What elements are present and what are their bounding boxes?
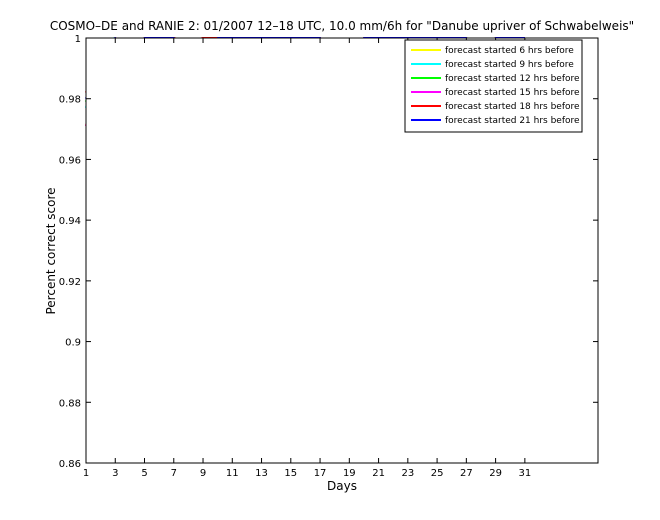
x-tick-label: 1 xyxy=(83,468,89,479)
y-tick-label: 0.96 xyxy=(59,155,81,166)
y-tick-label: 0.98 xyxy=(59,95,81,106)
x-tick-label: 19 xyxy=(343,468,356,479)
legend-label: forecast started 12 hrs before xyxy=(445,74,580,84)
x-tick-label: 9 xyxy=(200,468,206,479)
legend-box xyxy=(404,39,583,133)
x-tick-label: 21 xyxy=(372,468,385,479)
x-axis-label: Days xyxy=(327,479,357,493)
x-tick-label: 3 xyxy=(112,468,118,479)
y-tick-label: 0.88 xyxy=(59,398,81,409)
x-tick-label: 27 xyxy=(460,468,473,479)
x-tick-label: 5 xyxy=(141,468,147,479)
y-tick-label: 0.92 xyxy=(59,277,81,288)
legend-label: forecast started 15 hrs before xyxy=(445,88,580,98)
legend-label: forecast started 18 hrs before xyxy=(445,102,580,112)
y-tick-label: 0.94 xyxy=(59,216,81,227)
y-tick-label: 0.9 xyxy=(65,338,81,349)
y-tick-label: 0.86 xyxy=(59,459,81,470)
y-axis-label: Percent correct score xyxy=(44,187,58,314)
x-tick-label: 31 xyxy=(518,468,531,479)
chart-title: COSMO–DE and RANIE 2: 01/2007 12–18 UTC,… xyxy=(50,19,634,33)
y-tick-label: 1 xyxy=(75,34,81,45)
x-tick-label: 29 xyxy=(489,468,502,479)
x-tick-label: 13 xyxy=(255,468,268,479)
legend: forecast started 6 hrs before forecast st… xyxy=(404,39,583,133)
legend-label: forecast started 9 hrs before xyxy=(445,60,574,70)
x-tick-label: 25 xyxy=(431,468,444,479)
x-tick-label: 17 xyxy=(314,468,327,479)
x-tick-label: 7 xyxy=(171,468,177,479)
legend-label: forecast started 21 hrs before xyxy=(445,116,580,126)
x-tick-label: 11 xyxy=(226,468,239,479)
x-tick-label: 23 xyxy=(401,468,414,479)
x-tick-label: 15 xyxy=(284,468,297,479)
legend-label: forecast started 6 hrs before xyxy=(445,46,574,56)
